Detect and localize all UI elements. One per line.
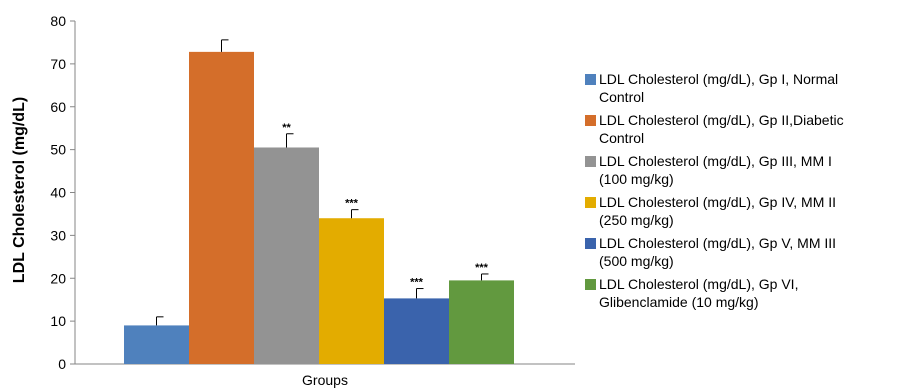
y-tick-label: 70: [50, 56, 66, 72]
legend-swatch: [585, 279, 596, 290]
bar: [254, 147, 319, 364]
legend-swatch: [585, 74, 596, 85]
bar: [124, 325, 189, 364]
y-tick-label: 50: [50, 142, 66, 158]
legend-entry: LDL Cholesterol (mg/dL), Gp II,Diabetic C…: [599, 112, 844, 146]
bars: ***********: [124, 39, 514, 365]
significance-label: ***: [410, 277, 424, 289]
legend-entry: LDL Cholesterol (mg/dL), Gp V, MM III (50…: [599, 235, 836, 269]
legend-entry: LDL Cholesterol (mg/dL), Gp III, MM I (10…: [599, 153, 832, 187]
y-tick-label: 60: [50, 99, 66, 115]
significance-label: ***: [475, 262, 489, 274]
legend-swatch: [585, 156, 596, 167]
y-tick-label: 10: [50, 313, 66, 329]
axes: 0 10 20 30 40 50 60 70 80: [50, 13, 575, 372]
legend-swatch: [585, 115, 596, 126]
significance-label: **: [282, 122, 291, 134]
bar: [384, 298, 449, 364]
legend-swatch: [585, 197, 596, 208]
legend-entry: LDL Cholesterol (mg/dL), Gp IV, MM II (25…: [599, 194, 836, 228]
bar: [319, 218, 384, 364]
bar: [449, 280, 514, 364]
legend-entry: LDL Cholesterol (mg/dL), Gp I, Normal Con…: [599, 71, 838, 105]
bar: [189, 51, 254, 365]
x-axis-label: Groups: [302, 372, 348, 388]
y-tick-label: 40: [50, 185, 66, 201]
y-tick-label: 80: [50, 13, 66, 29]
legend-swatch: [585, 238, 596, 249]
y-tick-label: 0: [58, 356, 66, 372]
y-axis-label: LDL Cholesterol (mg/dL): [11, 97, 28, 283]
legend: LDL Cholesterol (mg/dL), Gp I, Normal Con…: [585, 71, 844, 310]
y-tick-label: 20: [50, 270, 66, 286]
legend-entry: LDL Cholesterol (mg/dL), Gp VI, Glibencla…: [599, 276, 798, 310]
significance-label: ***: [345, 198, 359, 210]
y-tick-label: 30: [50, 227, 66, 243]
